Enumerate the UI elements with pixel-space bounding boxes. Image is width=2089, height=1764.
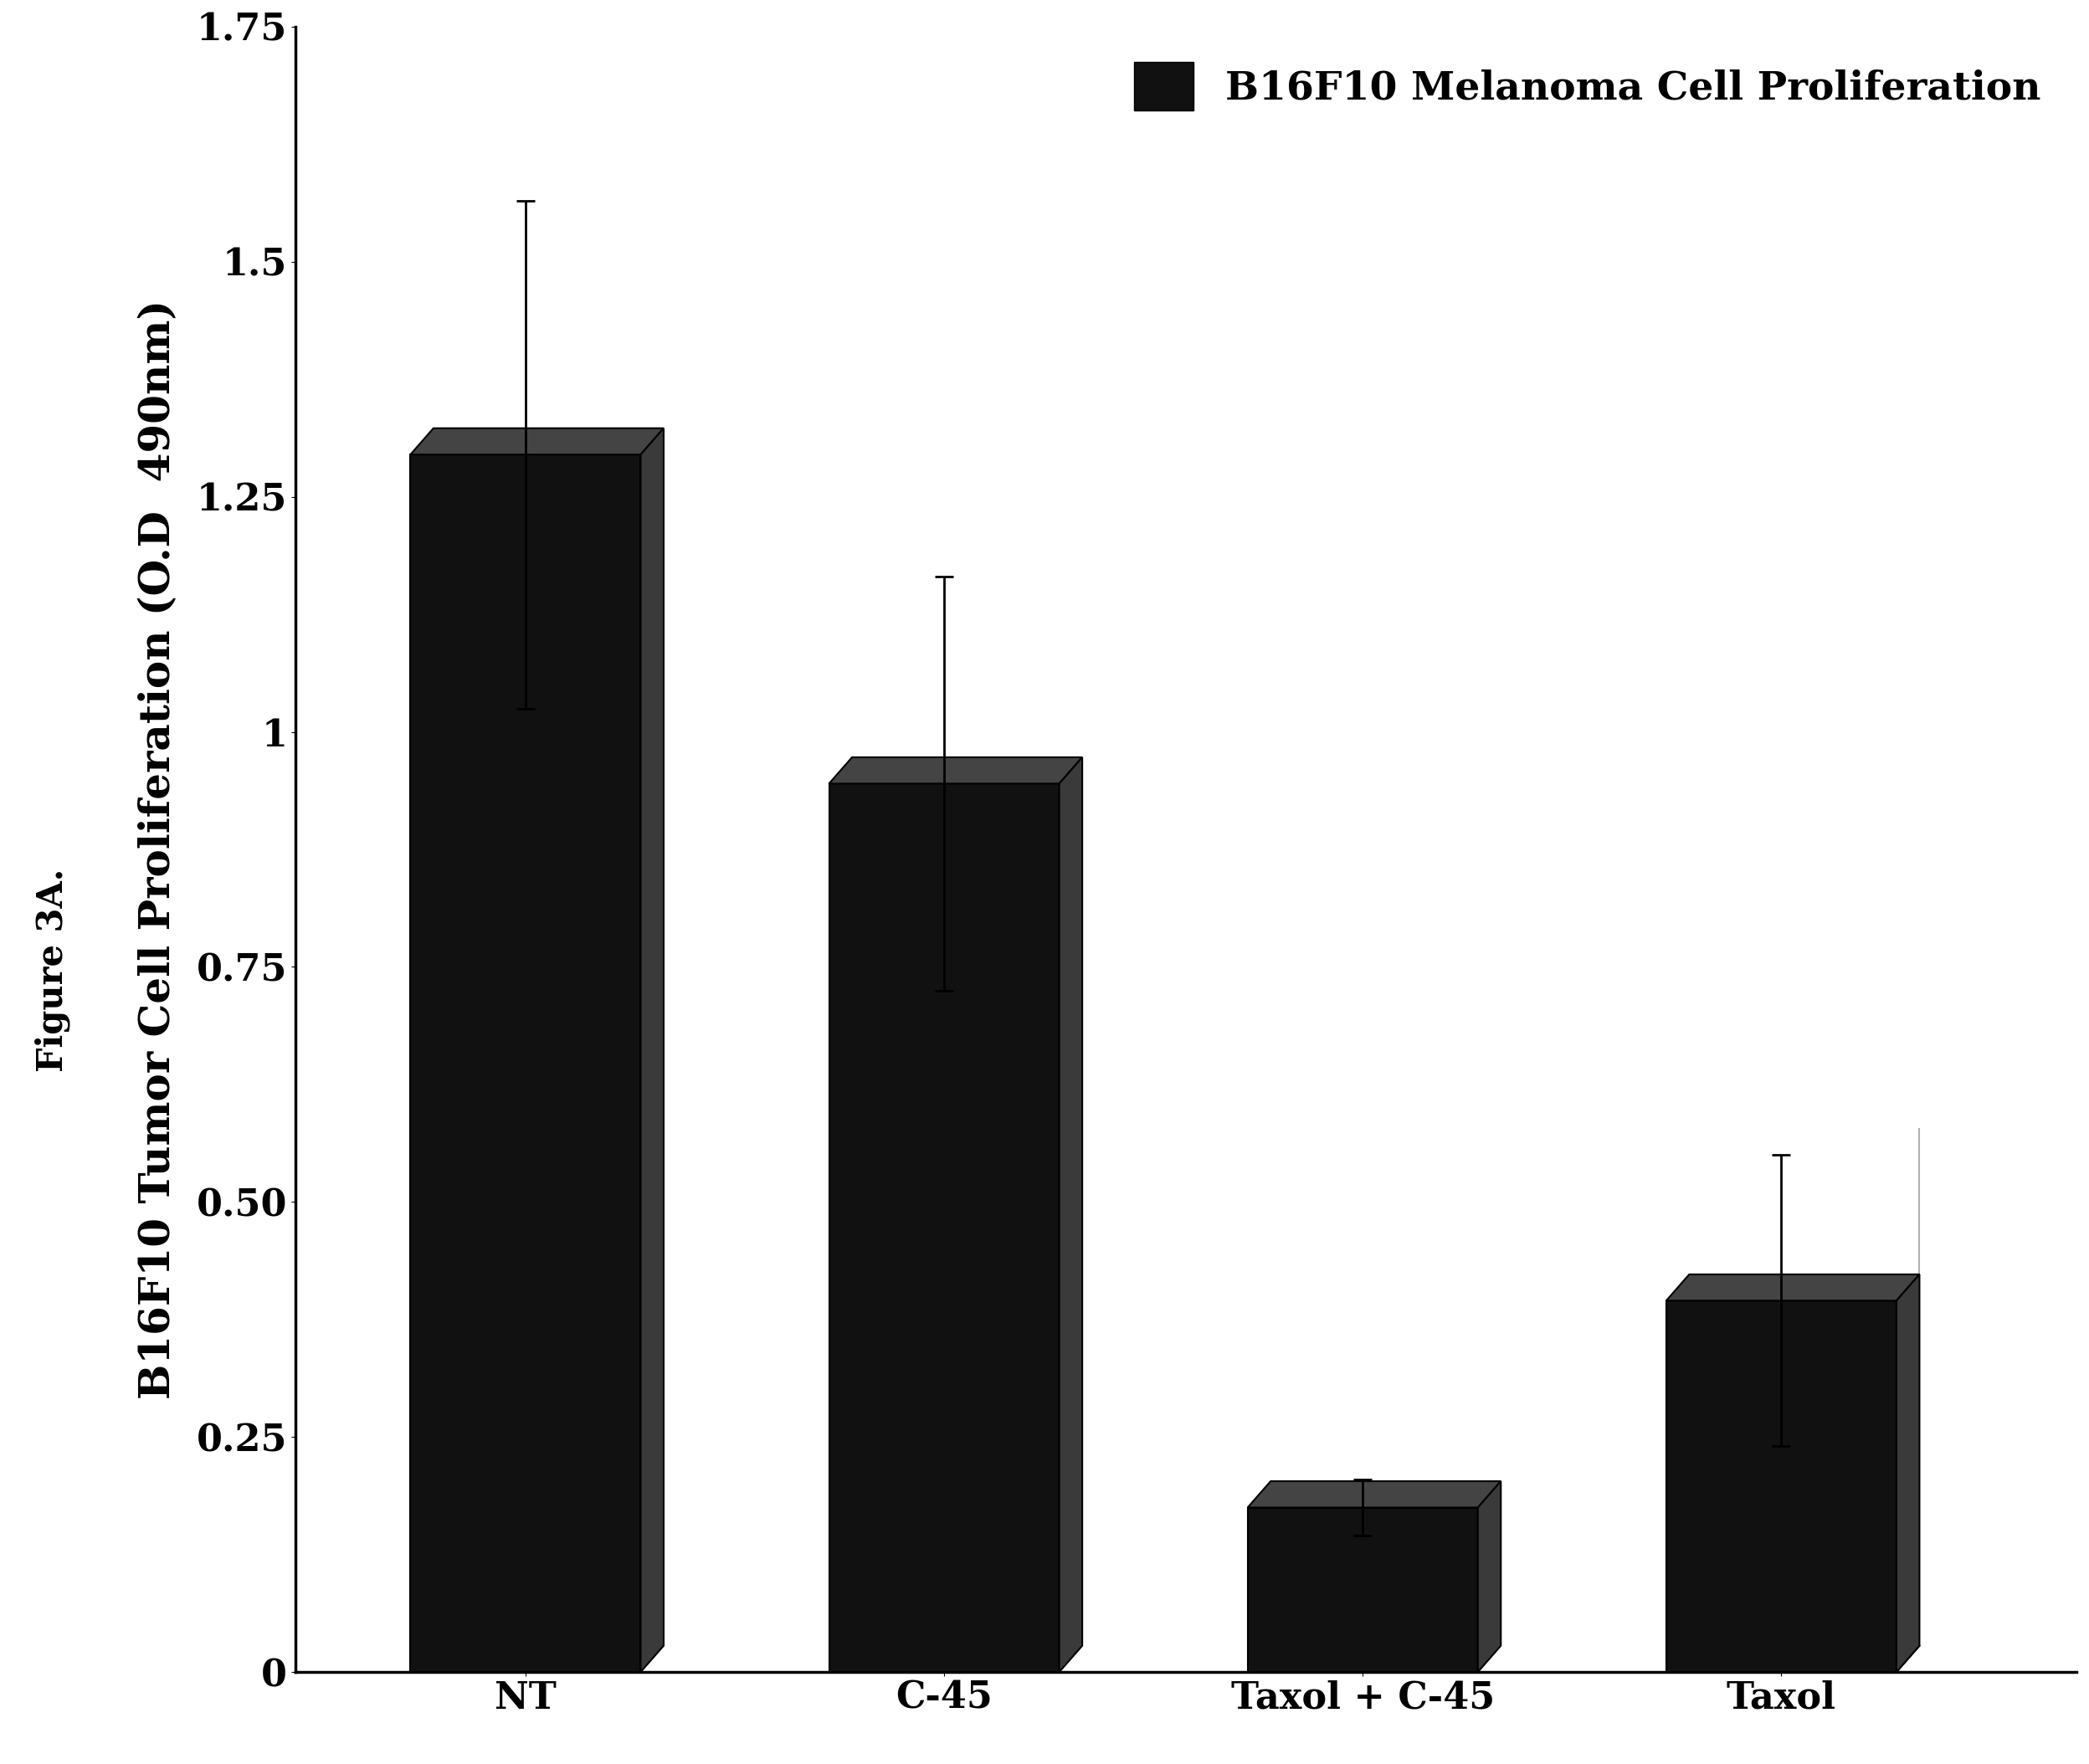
Polygon shape xyxy=(1247,1482,1500,1508)
Legend: B16F10 Melanoma Cell Proliferation: B16F10 Melanoma Cell Proliferation xyxy=(1118,46,2058,127)
Bar xyxy=(1667,1300,1897,1672)
Polygon shape xyxy=(1897,1274,1920,1672)
Polygon shape xyxy=(829,757,1082,783)
Polygon shape xyxy=(1477,1482,1500,1672)
Bar xyxy=(829,783,1059,1672)
Polygon shape xyxy=(1059,757,1082,1672)
Polygon shape xyxy=(641,429,664,1672)
Y-axis label: B16F10 Tumor Cell Proliferation (O.D  490nm): B16F10 Tumor Cell Proliferation (O.D 490… xyxy=(138,300,180,1399)
Polygon shape xyxy=(1667,1274,1920,1300)
Bar xyxy=(409,455,641,1672)
Bar xyxy=(1247,1508,1477,1672)
Text: Figure 3A.: Figure 3A. xyxy=(33,868,71,1073)
Polygon shape xyxy=(409,429,664,455)
